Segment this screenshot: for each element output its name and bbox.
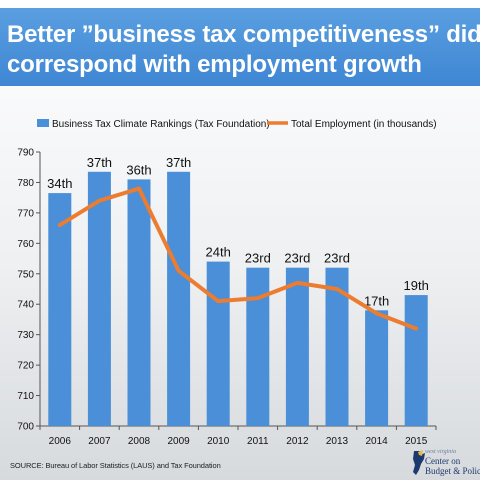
title-banner: Better ”business tax competitiveness” di… [0,8,480,86]
y-tick-label: 760 [17,239,34,250]
publisher-logo: west virginia Center on Budget & Policy [412,448,480,478]
bar [404,295,428,426]
y-tick-label: 780 [17,178,34,189]
employment-line [57,186,419,331]
x-tick-label: 2013 [326,436,349,447]
bar [127,179,151,426]
y-tick-label: 740 [17,300,34,311]
chart-title-line-2: correspond with employment growth [7,51,422,78]
x-tick-label: 2010 [207,436,230,447]
bar-series [48,171,428,426]
x-tick-label: 2008 [128,436,151,447]
x-tick-label: 2007 [88,436,111,447]
bar [325,267,349,426]
x-tick-label: 2012 [286,436,309,447]
line-series [57,186,419,331]
y-tick-label: 790 [17,148,34,159]
legend-label-line: Total Employment (in thousands) [291,119,437,130]
y-tick-label: 730 [17,330,34,341]
bar-data-label: 37th [87,155,112,170]
bar [206,261,230,426]
y-tick-label: 750 [17,269,34,280]
x-tick-label: 2006 [49,436,72,447]
bar-data-labels: 34th 37th 36th 37th 24th 23rd 23rd 23rd 17th 19th [47,155,429,309]
y-tick-label: 770 [17,208,34,219]
bar-data-label: 34th [47,176,72,191]
bar [285,267,309,426]
bar-data-label: 23rd [324,251,350,266]
bar [365,310,389,426]
bar [246,267,270,426]
logo-text-state: west virginia [425,449,456,455]
bar-data-label: 23rd [284,251,310,266]
legend-label-bars: Business Tax Climate Rankings (Tax Found… [52,119,270,130]
chart-title-line-1: Better ”business tax competitiveness” di… [7,21,480,48]
x-axis: 2006 2007 2008 2009 2010 2011 2012 2013 2014 2015 [39,425,437,447]
logo-text-budget-policy: Budget & Policy [425,466,480,476]
bar-data-label: 23rd [245,251,271,266]
bar [167,171,191,426]
logo-text-center: Center on [425,456,461,466]
bar-data-label: 19th [404,278,429,293]
bar-data-label: 17th [364,293,389,308]
y-tick-label: 700 [17,422,34,433]
y-tick-label: 720 [17,361,34,372]
x-tick-label: 2014 [365,436,388,447]
x-tick-label: 2011 [247,436,269,447]
x-tick-label: 2009 [167,436,190,447]
source-note: SOURCE: Bureau of Labor Statistics (LAUS… [10,461,221,470]
y-axis: 700 710 720 730 740 750 760 770 780 790 [17,148,41,433]
bar-data-label: 24th [206,245,231,260]
bar [87,171,111,426]
bar [48,193,72,426]
bar-data-label: 37th [166,155,191,170]
west-virginia-map-icon [413,450,425,475]
x-tick-label: 2015 [405,436,428,447]
legend: Business Tax Climate Rankings (Tax Found… [37,119,437,130]
legend-swatch-bars [37,119,49,127]
y-tick-label: 710 [17,391,34,402]
bar-data-label: 36th [126,162,151,177]
